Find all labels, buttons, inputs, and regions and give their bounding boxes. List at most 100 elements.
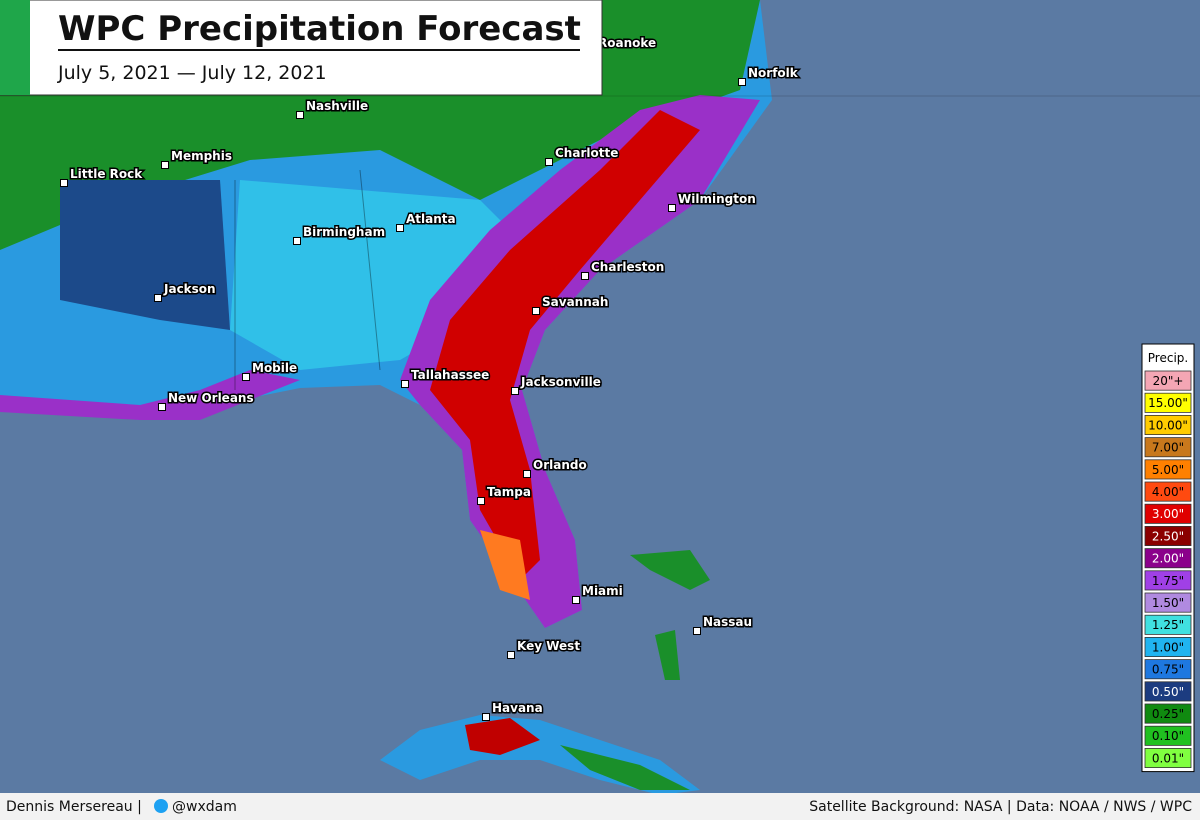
city-marker — [572, 596, 580, 604]
legend-swatch — [1144, 414, 1192, 435]
city-label: Roanoke — [598, 36, 656, 50]
city-marker — [511, 387, 519, 395]
city-marker — [545, 158, 553, 166]
legend-swatch — [1144, 703, 1192, 724]
city-label: Tampa — [487, 485, 531, 499]
city-label: Havana — [492, 701, 543, 715]
city-label: Tallahassee — [411, 368, 489, 382]
legend-swatch — [1144, 592, 1192, 613]
legend-label: 0.25" — [1152, 707, 1184, 721]
legend-label: 2.50" — [1152, 529, 1184, 543]
legend-label: 7.00" — [1152, 441, 1184, 455]
legend-label: 3.00" — [1152, 507, 1184, 521]
red-core — [430, 110, 700, 580]
city-marker — [507, 651, 515, 659]
city-label: Mobile — [252, 361, 297, 375]
city-label: Key West — [517, 639, 580, 653]
legend-label: 10.00" — [1148, 418, 1188, 432]
date-range: July 5, 2021 — July 12, 2021 — [57, 62, 327, 84]
city-marker — [401, 380, 409, 388]
city-label: Birmingham — [303, 225, 385, 239]
footer-bar — [0, 793, 1200, 820]
city-label: Memphis — [171, 149, 232, 163]
city-label: Nassau — [703, 615, 752, 629]
city-label: Jackson — [163, 282, 216, 296]
orange-core — [480, 530, 530, 600]
city-label: Jacksonville — [520, 375, 601, 389]
city-marker — [161, 161, 169, 169]
legend-swatch — [1144, 459, 1192, 480]
legend-label: 5.00" — [1152, 463, 1184, 477]
city-marker — [482, 713, 490, 721]
legend-swatch — [1144, 659, 1192, 680]
city-label: Nashville — [306, 99, 368, 113]
city-marker — [296, 111, 304, 119]
legend-swatch — [1144, 392, 1192, 413]
legend-label: 1.25" — [1152, 618, 1184, 632]
city-marker — [396, 224, 404, 232]
city-marker — [523, 470, 531, 478]
bahamas-andros — [655, 630, 680, 680]
legend-swatch — [1144, 503, 1192, 524]
footer-handle: @wxdam — [172, 799, 237, 815]
legend-label: 1.00" — [1152, 640, 1184, 654]
legend-label: 0.01" — [1152, 751, 1184, 765]
legend-label: 4.00" — [1152, 485, 1184, 499]
city-label: New Orleans — [168, 391, 254, 405]
legend-swatch — [1144, 637, 1192, 658]
city-marker — [60, 179, 68, 187]
city-label: Atlanta — [406, 212, 456, 226]
city-label: Orlando — [533, 458, 587, 472]
cuba-green — [560, 745, 690, 790]
gulf-purple — [0, 370, 300, 420]
city-label: Savannah — [542, 295, 608, 309]
city-marker — [693, 627, 701, 635]
legend-label: 15.00" — [1148, 396, 1188, 410]
city-marker — [158, 403, 166, 411]
title: WPC Precipitation Forecast — [58, 9, 581, 49]
bahamas-north — [630, 550, 710, 590]
city-marker — [581, 272, 589, 280]
city-label: Little Rock — [70, 167, 143, 181]
city-label: Charleston — [591, 260, 664, 274]
legend-title: Precip. — [1148, 351, 1188, 365]
city-marker — [738, 78, 746, 86]
footer-credits: Satellite Background: NASA | Data: NOAA … — [809, 799, 1192, 815]
legend-swatch — [1144, 681, 1192, 702]
legend-swatch — [1144, 370, 1192, 391]
legend-swatch — [1144, 570, 1192, 591]
city-label: Miami — [582, 584, 623, 598]
header-box — [0, 0, 603, 96]
city-marker — [668, 204, 676, 212]
legend-label: 1.50" — [1152, 596, 1184, 610]
legend-swatch — [1144, 725, 1192, 746]
legend-swatch — [1144, 614, 1192, 635]
state-line — [359, 169, 381, 371]
legend-label: 0.75" — [1152, 663, 1184, 677]
dark-blue-zone — [60, 180, 230, 330]
city-marker — [532, 307, 540, 315]
legend-swatch — [1144, 481, 1192, 502]
legend-label: 2.00" — [1152, 552, 1184, 566]
legend-label: 1.75" — [1152, 574, 1184, 588]
city-label: Norfolk — [748, 66, 799, 80]
legend-swatch — [1144, 437, 1192, 458]
legend-swatch — [1144, 548, 1192, 569]
city-marker — [154, 294, 162, 302]
twitter-icon — [154, 799, 168, 813]
city-marker — [293, 237, 301, 245]
legend-label: 0.10" — [1152, 729, 1184, 743]
footer-author: Dennis Mersereau | — [6, 799, 142, 815]
city-marker — [242, 373, 250, 381]
city-label: Charlotte — [555, 146, 618, 160]
city-marker — [477, 497, 485, 505]
legend-label: 0.50" — [1152, 685, 1184, 699]
city-label: Wilmington — [678, 192, 756, 206]
legend-label: 20"+ — [1153, 374, 1184, 388]
header-stripe — [0, 0, 30, 95]
legend-swatch — [1144, 526, 1192, 547]
legend-swatch — [1144, 748, 1192, 769]
cuba-red — [465, 718, 540, 755]
